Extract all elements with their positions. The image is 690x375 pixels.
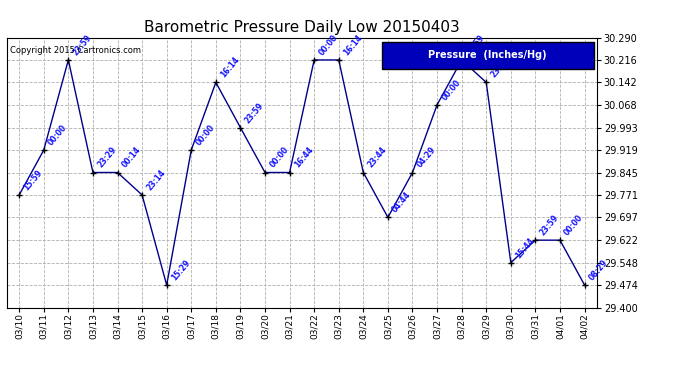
Text: 15:59: 15:59	[22, 168, 44, 192]
Text: 00:14: 00:14	[120, 146, 143, 170]
Text: 00:00: 00:00	[563, 213, 585, 237]
Text: 04:29: 04:29	[415, 146, 437, 170]
Text: 15:29: 15:29	[170, 258, 192, 282]
Text: 00:00: 00:00	[317, 33, 339, 57]
Title: Barometric Pressure Daily Low 20150403: Barometric Pressure Daily Low 20150403	[144, 20, 460, 35]
Text: 00:00: 00:00	[440, 78, 462, 102]
Text: 23:59: 23:59	[538, 213, 560, 237]
Text: Copyright 2015 Cartronics.com: Copyright 2015 Cartronics.com	[10, 46, 141, 55]
Text: 15:44: 15:44	[513, 236, 536, 260]
Text: 23:59: 23:59	[243, 100, 266, 125]
Text: 16:14: 16:14	[219, 56, 241, 80]
Text: 00:00: 00:00	[194, 123, 217, 147]
Text: Pressure  (Inches/Hg): Pressure (Inches/Hg)	[428, 50, 547, 60]
Text: 16:44: 16:44	[293, 146, 315, 170]
Text: 00:00: 00:00	[46, 123, 69, 147]
Text: 23:59: 23:59	[464, 33, 486, 57]
Text: 16:14: 16:14	[342, 33, 364, 57]
Text: 23:59: 23:59	[489, 56, 511, 80]
Text: 04:44: 04:44	[391, 190, 413, 214]
Text: 08:29: 08:29	[587, 258, 610, 282]
Text: 23:14: 23:14	[145, 168, 167, 192]
Text: 23:44: 23:44	[366, 146, 388, 170]
Bar	[382, 42, 594, 69]
Text: 23:29: 23:29	[96, 146, 118, 170]
Text: 23:59: 23:59	[71, 33, 93, 57]
Text: 00:00: 00:00	[268, 146, 290, 170]
